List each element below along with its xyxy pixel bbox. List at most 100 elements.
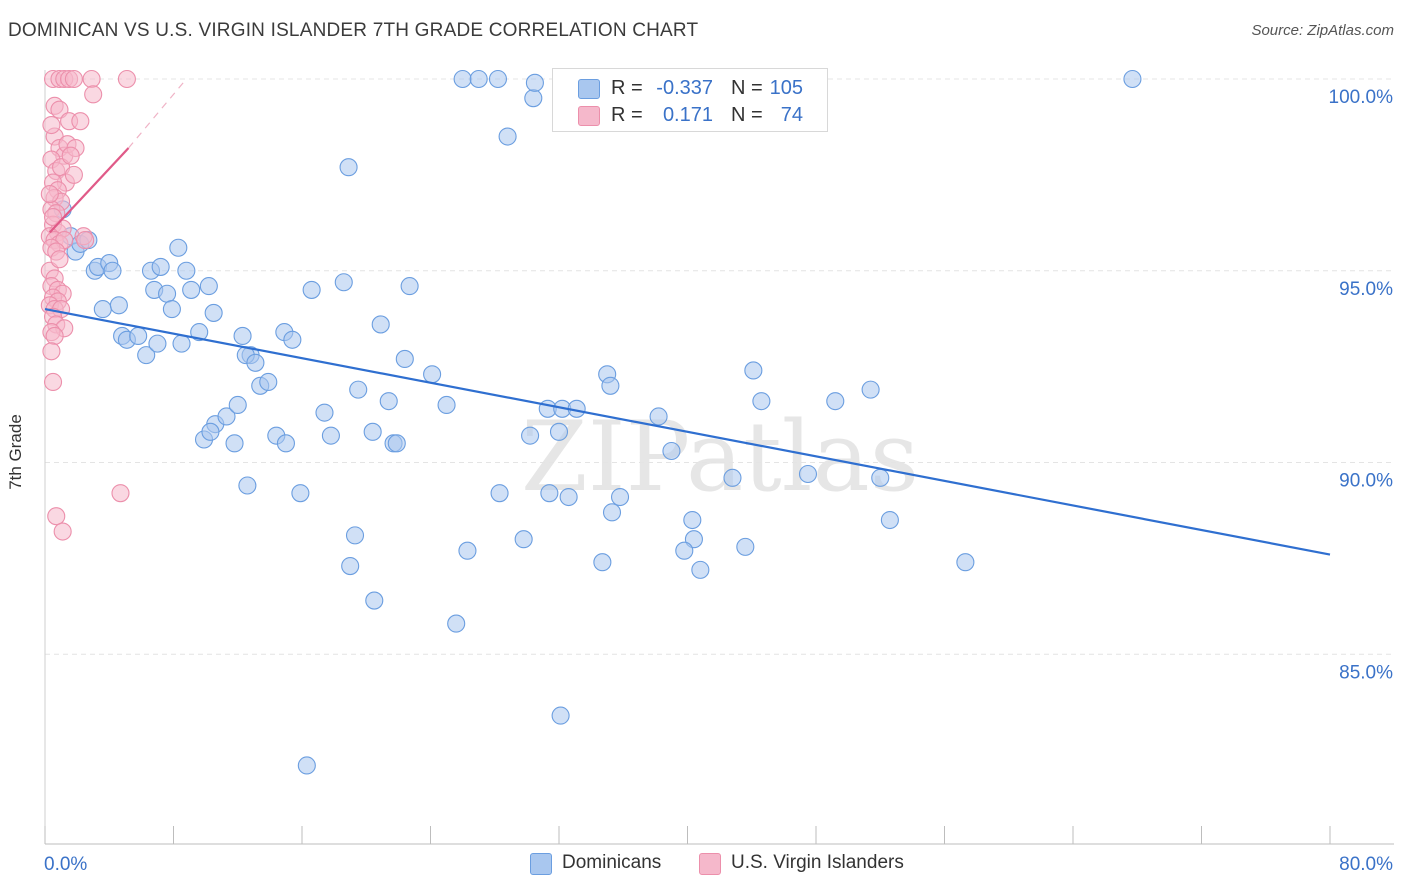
legend-r-label: R =: [611, 104, 643, 126]
point-dominican: [246, 353, 265, 372]
legend-n-label: N =: [731, 104, 763, 126]
point-dominican: [498, 127, 517, 146]
watermark: ZIPatlas: [521, 401, 919, 513]
point-dominican: [201, 422, 220, 441]
point-dominican: [524, 89, 543, 108]
point-dominican: [199, 277, 218, 296]
point-dominican: [549, 422, 569, 441]
point-dominican: [601, 376, 620, 395]
point-virgin-islander: [47, 507, 66, 526]
point-dominican: [238, 476, 257, 495]
point-dominican: [437, 395, 456, 415]
point-dominican: [490, 484, 509, 503]
point-virgin-islander: [43, 208, 63, 227]
legend-swatch-virgin-islanders: [578, 106, 600, 126]
point-dominican: [691, 560, 710, 579]
point-dominican: [297, 756, 316, 775]
point-virgin-islander: [43, 372, 63, 392]
point-dominican: [291, 484, 310, 503]
point-dominican: [148, 334, 167, 353]
point-dominican: [521, 426, 540, 445]
point-dominican: [423, 365, 442, 384]
point-dominican: [736, 537, 755, 556]
point-dominican: [233, 326, 252, 345]
point-dominican: [162, 300, 181, 319]
legend-row-virgin-islanders: R = 0.171 N = 74: [553, 102, 827, 128]
point-dominican: [321, 426, 340, 445]
point-virgin-islander: [42, 342, 61, 361]
point-dominican: [798, 464, 818, 484]
point-dominican: [559, 487, 578, 507]
point-dominican: [365, 591, 384, 610]
point-dominican: [610, 487, 630, 507]
point-dominican: [109, 296, 128, 315]
point-virgin-islander: [111, 484, 130, 503]
point-dominican: [525, 73, 544, 92]
point-dominican: [540, 484, 559, 503]
trendline-virgin-islanders: [49, 147, 130, 234]
point-virgin-islander: [42, 115, 61, 135]
point-dominican: [339, 158, 358, 177]
point-virgin-islander: [40, 185, 59, 204]
point-dominican: [137, 346, 156, 365]
point-dominican: [158, 284, 177, 303]
legend-n-label: N =: [731, 77, 763, 99]
source-label: Source: ZipAtlas.com: [1251, 22, 1394, 39]
point-virgin-islander: [64, 69, 83, 89]
point-dominican: [276, 434, 295, 453]
y-tick-label: 90.0%: [1339, 471, 1393, 492]
legend-swatch-dominicans: [578, 79, 600, 99]
point-virgin-islander: [61, 146, 80, 165]
point-virgin-islander: [64, 165, 83, 184]
x-tick-label: 0.0%: [44, 854, 87, 875]
point-virgin-islander: [50, 250, 69, 269]
point-dominican: [649, 407, 668, 426]
point-dominican: [315, 403, 334, 422]
legend-r-label: R =: [611, 77, 643, 99]
point-dominican: [861, 380, 880, 399]
point-virgin-islander: [45, 326, 64, 345]
point-dominican: [488, 69, 508, 89]
point-dominican: [744, 361, 763, 380]
point-dominican: [662, 441, 681, 461]
point-virgin-islander: [53, 522, 72, 541]
point-dominican: [387, 434, 406, 453]
point-dominican: [302, 280, 321, 299]
correlation-legend: R = -0.337 N = 105 R = 0.171 N = 74: [552, 68, 828, 132]
point-dominican: [169, 238, 188, 257]
point-dominican: [447, 614, 466, 633]
trendline-dominicans: [44, 308, 1331, 556]
point-dominican: [345, 526, 365, 545]
point-dominican: [593, 553, 612, 572]
point-dominican: [363, 422, 382, 441]
bottom-legend-swatch-dominicans: [530, 853, 552, 875]
point-virgin-islander: [84, 85, 103, 104]
bottom-legend-label-virgin-islanders: U.S. Virgin Islanders: [731, 852, 904, 873]
point-virgin-islander: [76, 231, 95, 250]
legend-row-dominicans: R = -0.337 N = 105: [553, 75, 827, 101]
point-virgin-islander: [71, 112, 90, 131]
point-dominican: [349, 380, 368, 399]
point-dominican: [379, 392, 398, 411]
point-dominican: [371, 315, 390, 334]
point-dominican: [204, 303, 223, 322]
point-dominican: [826, 392, 845, 411]
point-dominican: [259, 372, 278, 392]
point-dominican: [683, 510, 702, 530]
point-dominican: [334, 273, 353, 292]
point-dominican: [752, 392, 771, 411]
point-dominican: [103, 261, 122, 280]
legend-r-value: -0.337: [656, 77, 713, 99]
point-dominican: [723, 468, 742, 487]
y-tick-label: 100.0%: [1329, 87, 1394, 108]
chart-title: DOMINICAN VS U.S. VIRGIN ISLANDER 7TH GR…: [8, 20, 699, 41]
point-dominican: [880, 510, 899, 530]
point-dominican: [93, 300, 112, 319]
point-dominican: [177, 261, 196, 280]
point-dominican: [129, 326, 148, 345]
legend-r-value: 0.171: [662, 104, 713, 126]
point-dominican: [151, 257, 170, 276]
point-dominican: [871, 468, 890, 487]
point-dominican: [551, 706, 570, 725]
